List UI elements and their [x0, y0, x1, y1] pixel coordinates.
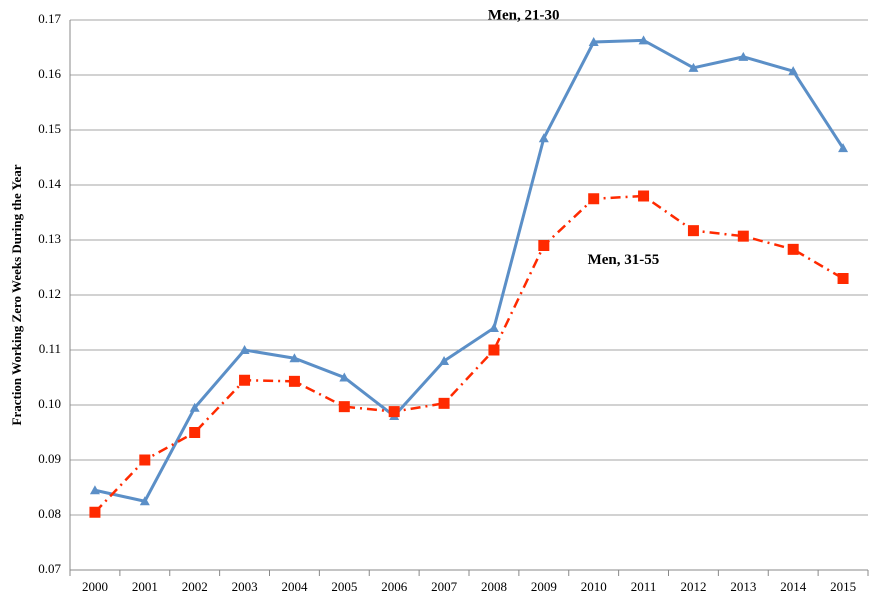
- x-tick-label: 2014: [780, 579, 807, 594]
- marker: [588, 37, 599, 46]
- x-tick-label: 2004: [281, 579, 308, 594]
- marker: [439, 356, 450, 365]
- y-tick-label: 0.12: [38, 286, 61, 301]
- y-tick-label: 0.16: [38, 66, 61, 81]
- x-tick-label: 2000: [82, 579, 108, 594]
- marker: [388, 406, 400, 418]
- x-tick-label: 2013: [730, 579, 756, 594]
- marker: [339, 372, 350, 382]
- series-annotation: Men, 21-30: [488, 7, 560, 23]
- marker: [89, 506, 101, 518]
- y-tick-label: 0.09: [38, 451, 61, 466]
- y-tick-label: 0.13: [38, 231, 61, 246]
- y-tick-label: 0.10: [38, 396, 61, 411]
- x-tick-label: 2005: [331, 579, 357, 594]
- marker: [338, 401, 350, 413]
- x-tick-label: 2008: [481, 579, 507, 594]
- x-tick-label: 2010: [581, 579, 607, 594]
- marker: [288, 375, 300, 387]
- marker: [189, 427, 201, 438]
- x-tick-label: 2015: [830, 579, 856, 594]
- marker: [289, 353, 300, 363]
- marker: [488, 323, 499, 332]
- marker: [738, 51, 749, 61]
- marker: [139, 496, 150, 506]
- marker: [638, 35, 649, 45]
- x-tick-label: 2007: [431, 579, 458, 594]
- marker: [687, 225, 699, 237]
- marker: [488, 344, 500, 356]
- marker: [588, 193, 600, 205]
- series-annotation: Men, 31-55: [588, 252, 660, 268]
- y-tick-label: 0.17: [38, 11, 61, 26]
- marker: [538, 240, 550, 251]
- marker: [189, 402, 200, 412]
- x-tick-label: 2012: [680, 579, 706, 594]
- y-tick-label: 0.14: [38, 176, 61, 191]
- marker: [788, 66, 799, 76]
- marker: [638, 190, 650, 202]
- marker: [837, 273, 849, 284]
- marker: [838, 143, 849, 153]
- marker: [239, 345, 250, 354]
- x-tick-label: 2009: [531, 579, 557, 594]
- marker: [89, 485, 100, 495]
- y-tick-label: 0.08: [38, 506, 61, 521]
- marker: [737, 230, 749, 242]
- x-tick-label: 2001: [132, 579, 158, 594]
- marker: [438, 397, 450, 409]
- y-tick-label: 0.11: [39, 341, 61, 356]
- marker: [538, 133, 549, 143]
- x-tick-label: 2002: [182, 579, 208, 594]
- marker: [139, 454, 151, 466]
- marker: [688, 62, 699, 72]
- series-line: [94, 194, 844, 514]
- series-line: [94, 38, 845, 503]
- y-tick-label: 0.07: [38, 561, 61, 576]
- marker: [787, 243, 799, 255]
- y-axis-label: Fraction Working Zero Weeks During the Y…: [9, 164, 24, 425]
- y-tick-label: 0.15: [38, 121, 61, 136]
- x-tick-label: 2011: [631, 579, 657, 594]
- x-tick-label: 2003: [232, 579, 258, 594]
- marker: [239, 374, 251, 386]
- x-tick-label: 2006: [381, 579, 408, 594]
